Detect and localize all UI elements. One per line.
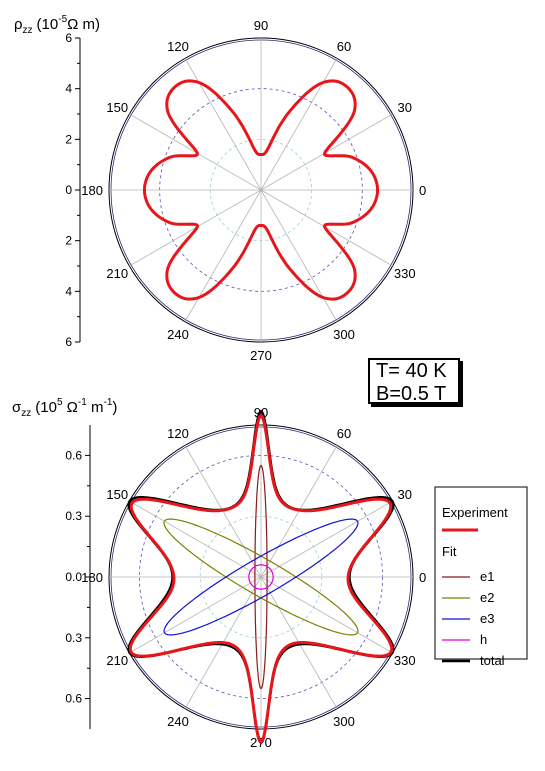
top-radial-axis: 6 4 2 0 2 4 6 [65,31,81,349]
legend-fit-header: Fit [442,544,457,559]
radial-tick-label: 0.6 [65,692,82,706]
angle-label: 150 [106,100,128,115]
bottom-polar-grid [108,424,414,730]
angle-label: 60 [337,39,351,54]
grid-spoke [129,576,262,654]
bottom-ylabel: σzz (105 Ω-1 m-1) [12,397,117,419]
top-series [143,79,379,301]
angle-label: 120 [167,426,189,441]
legend-box [434,486,528,660]
bottom-radial-axis: 0.6 0.3 0.0 0.3 0.6 [65,425,91,729]
temperature-label: T= 40 K [376,360,447,382]
angle-label: 0 [419,183,426,198]
series-h [248,564,274,590]
legend-fit-items: e1 e2 e3 h total [442,569,505,668]
field-label: B=0.5 T [376,383,447,405]
angle-label: 210 [106,653,128,668]
angle-label: 0 [419,570,426,585]
radial-tick-label: 4 [65,284,72,298]
grid-spoke [260,189,338,322]
radial-tick-label: 2 [65,234,72,248]
radial-tick-label: 2 [65,132,72,146]
grid-spoke [260,576,393,654]
grid-spoke [184,189,262,322]
radial-tick-label: 0 [65,183,72,197]
grid-spoke [260,58,338,191]
legend-label-h: h [480,632,487,647]
bottom-series [127,409,395,745]
grid-spoke [129,500,262,578]
legend: Experiment Fit e1 e2 e3 h total [434,486,528,668]
angle-label: 330 [394,653,416,668]
conductivity-polar-plot: 0.60.30.00.30.6 030609012015018021024027… [12,397,426,750]
radial-tick-label: 0.6 [65,448,82,462]
legend-label-total: total [480,653,505,668]
angle-label: 180 [81,183,103,198]
angle-label: 240 [167,714,189,729]
legend-experiment-header: Experiment [442,505,508,520]
angle-label: 210 [106,266,128,281]
angle-label: 150 [106,487,128,502]
series-e1 [254,464,268,690]
angle-label: 270 [250,348,272,363]
top-ylabel: ρzz (10-5Ω m) [14,14,100,36]
grid-spoke [260,500,393,578]
radial-tick-label: 6 [65,31,72,45]
radial-tick-label: 6 [65,335,72,349]
top-polar-grid [108,37,414,343]
radial-tick-label: 0.3 [65,509,82,523]
radial-tick-label: 0.0 [65,570,82,584]
angle-label: 240 [167,327,189,342]
legend-label-e2: e2 [480,590,494,605]
series-e2 [163,518,359,636]
angle-label: 180 [81,570,103,585]
angle-label: 300 [333,327,355,342]
legend-label-e1: e1 [480,569,494,584]
series-experiment [143,79,379,301]
angle-label: 30 [398,100,412,115]
conditions-box: T= 40 K B=0.5 T [368,358,460,405]
radial-tick-label: 4 [65,82,72,96]
radial-tick-label: 0.3 [65,631,82,645]
grid-spoke [184,58,262,191]
angle-label: 30 [398,487,412,502]
angle-label: 300 [333,714,355,729]
series-e3 [163,518,359,636]
angle-label: 330 [394,266,416,281]
legend-label-e3: e3 [480,611,494,626]
top-angle-labels: 0 30 60 90 120 150 180 210 240 270 300 330 [81,18,426,363]
angle-label: 60 [337,426,351,441]
angle-label: 120 [167,39,189,54]
angle-label: 90 [254,18,268,33]
series-experiment [128,413,394,744]
